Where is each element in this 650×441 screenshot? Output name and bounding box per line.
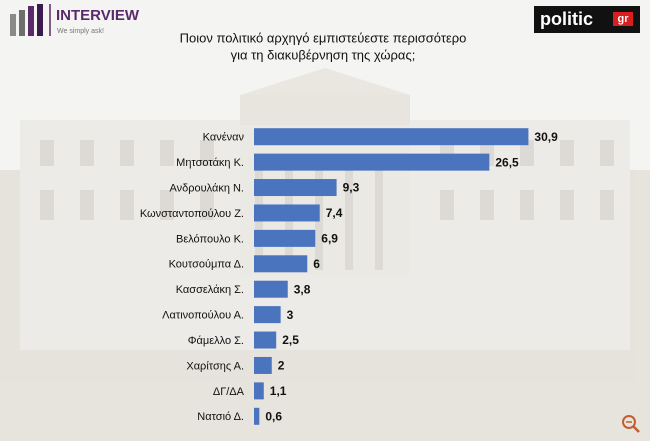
bar: [254, 128, 529, 146]
bar: [254, 153, 490, 171]
y-tick-label: Νατσιό Δ.: [197, 411, 244, 423]
value-label: 3: [287, 308, 294, 322]
chart-title: για τη διακυβέρνηση της χώρας;: [231, 47, 416, 62]
logo-right: politic gr: [534, 6, 640, 33]
y-tick-label: Κουτσούμπα Δ.: [169, 259, 244, 271]
bar: [254, 179, 337, 197]
y-tick-label: Φάμελλο Σ.: [188, 335, 244, 347]
bar: [254, 331, 277, 349]
bar: [254, 280, 288, 298]
y-tick-label: Ανδρουλάκη Ν.: [169, 182, 244, 194]
logo-suffix: gr: [618, 13, 630, 25]
value-label: 0,6: [265, 409, 282, 423]
y-tick-label: Μητσοτάκη Κ.: [176, 157, 244, 169]
value-label: 6,9: [321, 232, 338, 246]
value-label: 3,8: [294, 282, 311, 296]
bar: [254, 229, 316, 247]
chart-title: Ποιον πολιτικό αρχηγό εμπιστεύεστε περισ…: [180, 30, 467, 45]
bar: [254, 255, 308, 273]
value-label: 6: [313, 257, 320, 271]
logo-name: politic: [540, 9, 593, 29]
bar: [254, 204, 320, 222]
value-label: 26,5: [495, 155, 519, 169]
logo-left: INTERVIEW We simply ask!: [10, 4, 140, 36]
y-tick-label: Κωνσταντοπούλου Ζ.: [140, 208, 244, 220]
value-label: 7,4: [326, 206, 343, 220]
value-label: 2,5: [282, 333, 299, 347]
y-tick-label: Κασσελάκη Σ.: [176, 284, 244, 296]
value-label: 9,3: [343, 181, 360, 195]
zoom-icon[interactable]: [622, 415, 640, 433]
y-tick-label: Λατινοπούλου Α.: [162, 310, 244, 322]
y-tick-label: Βελόπουλο Κ.: [176, 233, 244, 245]
logo-tagline: We simply ask!: [57, 28, 104, 35]
y-tick-label: Χαρίτσης Α.: [186, 360, 244, 372]
bar: [254, 306, 281, 324]
bar: [254, 382, 264, 400]
y-tick-label: Κανέναν: [203, 132, 245, 144]
logo-name: INTERVIEW: [56, 7, 140, 24]
bar: [254, 407, 260, 425]
value-label: 2: [278, 359, 285, 373]
bar: [254, 356, 272, 374]
value-label: 30,9: [534, 130, 558, 144]
y-tick-label: ΔΓ/ΔΑ: [213, 386, 245, 398]
value-label: 1,1: [270, 384, 287, 398]
background-building: [0, 68, 650, 441]
